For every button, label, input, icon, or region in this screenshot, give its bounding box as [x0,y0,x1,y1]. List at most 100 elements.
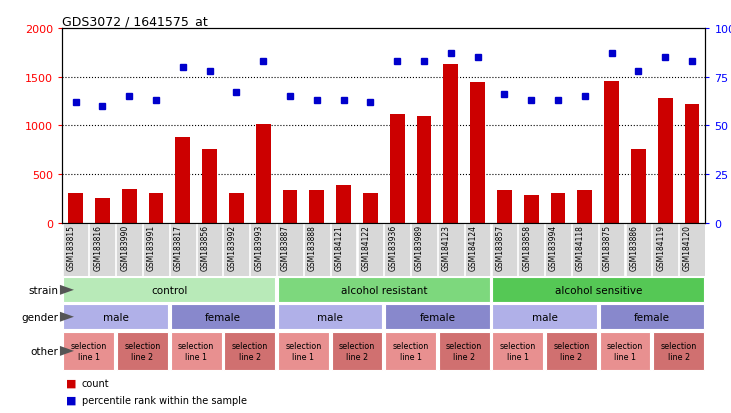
Text: male: male [103,312,129,322]
Bar [63,223,88,276]
Text: GSM184118: GSM184118 [576,224,585,270]
Bar [518,223,544,276]
Bar [599,305,704,329]
Bar [331,332,382,370]
Bar [546,332,596,370]
Bar [493,305,596,329]
Text: male: male [317,312,343,322]
Bar [679,223,705,276]
Text: selection
line 2: selection line 2 [446,342,482,361]
Text: GSM184122: GSM184122 [361,224,371,270]
Bar [304,223,330,276]
Bar [309,191,324,223]
Bar [202,149,217,223]
Bar [465,223,491,276]
Bar [491,223,518,276]
Bar [363,194,378,223]
Text: selection
line 1: selection line 1 [71,342,107,361]
Bar [116,223,142,276]
Bar [493,332,543,370]
Bar [64,278,275,302]
Text: gender: gender [21,312,58,322]
Bar [278,278,490,302]
Bar [545,223,571,276]
Bar [438,223,463,276]
Bar [626,223,651,276]
Bar [385,223,410,276]
Text: GSM183887: GSM183887 [281,224,290,270]
Bar [470,83,485,223]
Bar [652,223,678,276]
Text: selection
line 1: selection line 1 [178,342,214,361]
Bar [417,116,431,223]
Bar [89,223,115,276]
Bar [278,332,329,370]
Bar [117,332,168,370]
Text: GSM183936: GSM183936 [388,224,397,270]
Text: GSM184124: GSM184124 [469,224,477,270]
Text: female: female [205,312,241,322]
Bar [175,138,190,223]
Text: GSM183815: GSM183815 [67,224,75,270]
Text: count: count [82,378,110,388]
Bar [170,332,221,370]
Text: selection
line 1: selection line 1 [500,342,536,361]
Text: control: control [151,285,188,295]
Text: GSM183990: GSM183990 [120,224,129,270]
Bar [550,194,565,223]
Bar [122,189,137,223]
Text: GSM183888: GSM183888 [308,224,317,270]
Bar [524,196,539,223]
Bar [197,223,222,276]
Bar [654,332,704,370]
Bar [444,65,458,223]
Text: selection
line 2: selection line 2 [124,342,161,361]
Bar [390,114,404,223]
Bar [631,149,645,223]
Text: female: female [420,312,455,322]
Text: GSM184120: GSM184120 [683,224,692,270]
Bar [95,199,110,223]
Bar [68,194,83,223]
Text: selection
line 2: selection line 2 [232,342,268,361]
Text: ■: ■ [66,394,76,405]
Text: GDS3072 / 1641575_at: GDS3072 / 1641575_at [62,15,208,28]
Text: GSM183989: GSM183989 [415,224,424,270]
Bar [64,305,168,329]
Text: GSM183858: GSM183858 [522,224,531,270]
Bar [229,194,243,223]
Bar [493,278,704,302]
Text: GSM183992: GSM183992 [227,224,236,270]
Text: selection
line 1: selection line 1 [393,342,428,361]
Text: GSM183886: GSM183886 [629,224,638,270]
Text: selection
line 1: selection line 1 [285,342,322,361]
Bar [599,223,624,276]
Text: ■: ■ [66,378,76,388]
Bar [170,305,275,329]
Text: strain: strain [29,285,58,295]
Bar [577,191,592,223]
Text: selection
line 2: selection line 2 [661,342,697,361]
Bar [572,223,598,276]
Bar [256,125,270,223]
Text: GSM183817: GSM183817 [174,224,183,270]
Text: female: female [634,312,670,322]
Text: GSM184121: GSM184121 [335,224,344,270]
Bar [283,191,298,223]
Bar [599,332,651,370]
Bar [385,332,436,370]
Bar [250,223,276,276]
Bar [411,223,437,276]
Bar [357,223,383,276]
Text: alcohol resistant: alcohol resistant [341,285,427,295]
Bar [497,191,512,223]
Text: other: other [31,346,58,356]
Text: selection
line 2: selection line 2 [553,342,589,361]
Text: GSM183875: GSM183875 [602,224,612,270]
Text: GSM183991: GSM183991 [147,224,156,270]
Bar [170,223,196,276]
Bar [64,332,114,370]
Bar [330,223,357,276]
Text: male: male [531,312,558,322]
Text: GSM183994: GSM183994 [549,224,558,270]
